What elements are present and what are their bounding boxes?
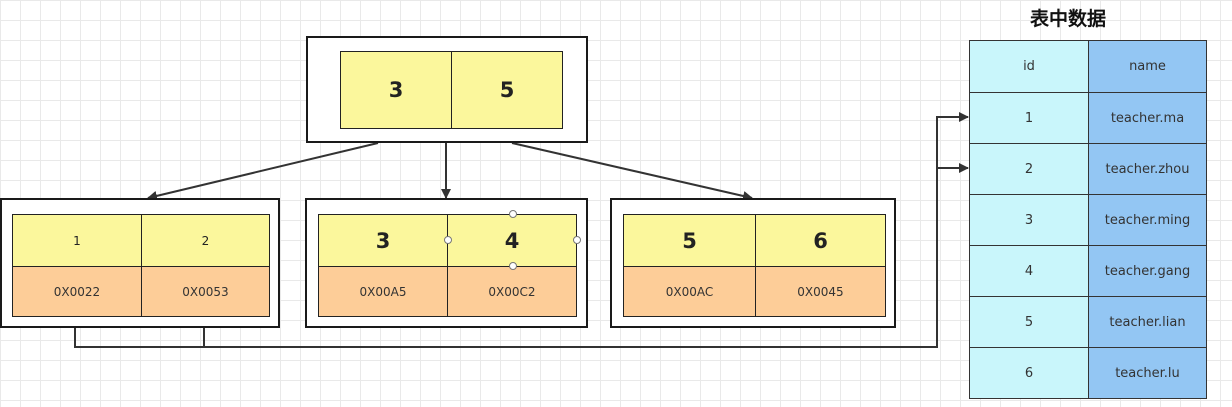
table-cell-name: teacher.gang [1088,245,1207,297]
root-node: 3 5 [306,36,588,143]
selection-handle[interactable] [444,236,452,244]
leaf-key: 4 [447,214,577,267]
leaf-address: 0X00A5 [318,266,448,317]
data-table: id name 1 teacher.ma 2 teacher.zhou 3 te… [969,40,1207,399]
leaf-address: 0X00AC [623,266,756,317]
root-key: 3 [340,51,452,129]
leaf-node-3: 5 6 0X00AC 0X0045 [610,198,896,328]
table-cell-id: 2 [969,143,1089,195]
leaf-node-2: 3 4 0X00A5 0X00C2 [305,198,588,328]
leaf-node-1: 1 2 0X0022 0X0053 [0,198,280,328]
table-cell-id: 4 [969,245,1089,297]
table-title: 表中数据 [1030,8,1107,30]
leaf-address: 0X0053 [141,266,270,317]
selection-handle[interactable] [573,236,581,244]
table-cell-id: 5 [969,296,1089,348]
table-cell-name: teacher.zhou [1088,143,1207,195]
table-cell-id: 3 [969,194,1089,246]
arrow-root-to-leaf-1 [147,142,379,201]
table-header-id: id [969,40,1089,93]
selection-handle[interactable] [509,210,517,218]
leaf-key: 6 [755,214,886,267]
leaf-key: 2 [141,214,270,267]
leaf-address: 0X00C2 [447,266,577,317]
table-cell-name: teacher.ming [1088,194,1207,246]
table-cell-name: teacher.lian [1088,296,1207,348]
table-cell-id: 1 [969,92,1089,144]
table-cell-name: teacher.lu [1088,347,1207,399]
leaf-key: 5 [623,214,756,267]
leaf-address: 0X0045 [755,266,886,317]
table-cell-id: 6 [969,347,1089,399]
table-header-name: name [1088,40,1207,93]
leaf-key: 3 [318,214,448,267]
arrow-root-to-leaf-3 [511,142,753,201]
table-cell-name: teacher.ma [1088,92,1207,144]
selection-handle[interactable] [509,262,517,270]
leaf-key: 1 [12,214,142,267]
root-key: 5 [451,51,563,129]
leaf-address: 0X0022 [12,266,142,317]
pointer-line-addr-1 [74,112,969,348]
